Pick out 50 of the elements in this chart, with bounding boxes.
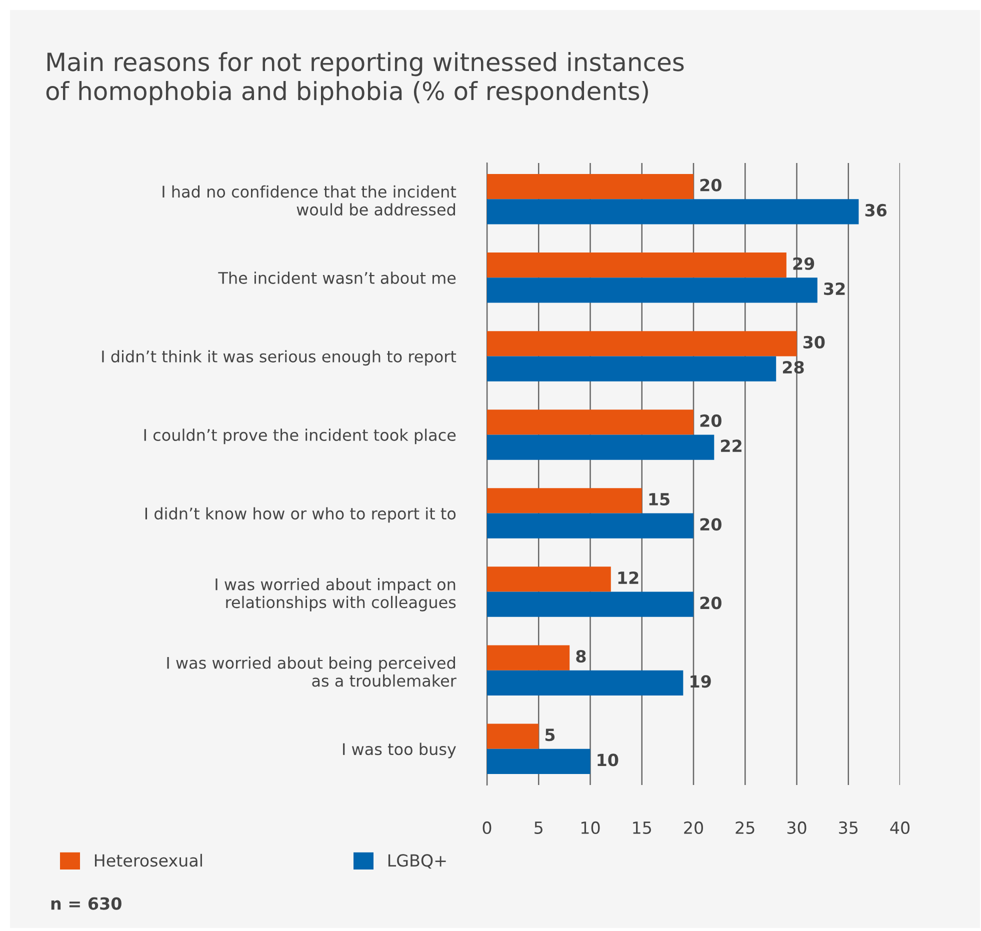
data-label: 32 xyxy=(824,282,845,296)
bar xyxy=(487,724,539,749)
bar xyxy=(487,278,818,303)
data-label: 10 xyxy=(598,754,618,766)
bar xyxy=(487,331,797,356)
legend-label: LGBQ+ xyxy=(388,854,446,869)
bar xyxy=(487,670,684,696)
text: n = 630 xyxy=(51,897,122,910)
y-tick-label: I couldn’t prove the incident took place xyxy=(144,428,456,444)
bar xyxy=(487,410,694,435)
chart-title: Main reasons for not reporting witnessed instances of homophobia and biphobia (% of respondents) xyxy=(46,52,684,106)
bar xyxy=(487,748,590,774)
x-tick-label: 10 xyxy=(581,821,600,834)
x-tick-label: 40 xyxy=(890,821,910,834)
data-label: 22 xyxy=(721,440,742,452)
data-label: 30 xyxy=(803,336,825,348)
x-tick-label: 0 xyxy=(482,821,492,834)
y-tick-label: I was worried about being perceived as a troublemaker xyxy=(167,656,456,687)
bar xyxy=(487,356,776,382)
x-tick-label: 15 xyxy=(633,822,652,834)
x-tick-label: 5 xyxy=(534,822,542,834)
bar xyxy=(487,592,694,617)
x-tick-label: 30 xyxy=(787,821,806,834)
data-label: 20 xyxy=(700,596,722,610)
y-tick-label: I was too busy xyxy=(343,742,456,758)
y-tick-label: I had no confidence that the incident would be addressed xyxy=(162,185,456,216)
bar xyxy=(487,434,714,460)
bar xyxy=(487,488,642,514)
bar xyxy=(487,199,859,224)
data-label: 36 xyxy=(865,204,887,217)
bar xyxy=(487,252,786,278)
y-tick-label: The incident wasn’t about me xyxy=(218,272,456,284)
legend-label: Heterosexual xyxy=(94,854,202,867)
bar xyxy=(487,645,570,670)
data-label: 20 xyxy=(700,414,722,428)
y-tick-label: I was worried about impact on relationships with colleagues xyxy=(216,578,456,612)
bar xyxy=(487,174,694,200)
data-label: 20 xyxy=(700,178,722,192)
bar xyxy=(487,513,694,538)
data-label: 5 xyxy=(545,728,555,742)
data-label: 8 xyxy=(576,650,586,663)
y-tick-label: I didn’t think it was serious enough to report xyxy=(102,350,456,366)
x-tick-label: 25 xyxy=(736,821,754,834)
data-label: 12 xyxy=(618,571,638,584)
y-tick-label: I didn’t know how or who to report it to xyxy=(145,507,456,523)
data-label: 20 xyxy=(700,518,722,531)
x-tick-label: 20 xyxy=(684,821,703,834)
x-tick-label: 35 xyxy=(839,821,858,834)
bar xyxy=(487,566,611,592)
data-label: 15 xyxy=(649,493,670,506)
